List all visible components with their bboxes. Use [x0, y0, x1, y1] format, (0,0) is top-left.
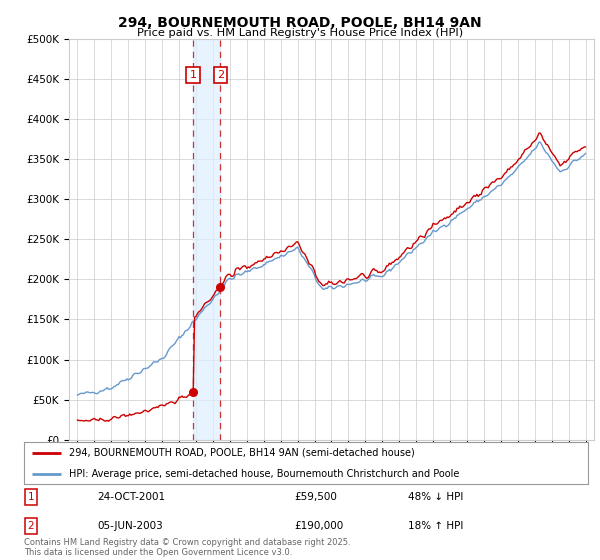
- Text: 48% ↓ HPI: 48% ↓ HPI: [407, 492, 463, 502]
- Text: Contains HM Land Registry data © Crown copyright and database right 2025.
This d: Contains HM Land Registry data © Crown c…: [24, 538, 350, 557]
- Text: 2: 2: [28, 521, 34, 531]
- Text: £190,000: £190,000: [295, 521, 344, 531]
- Text: HPI: Average price, semi-detached house, Bournemouth Christchurch and Poole: HPI: Average price, semi-detached house,…: [69, 469, 460, 479]
- Text: 24-OCT-2001: 24-OCT-2001: [97, 492, 166, 502]
- Text: 294, BOURNEMOUTH ROAD, POOLE, BH14 9AN: 294, BOURNEMOUTH ROAD, POOLE, BH14 9AN: [118, 16, 482, 30]
- Text: 294, BOURNEMOUTH ROAD, POOLE, BH14 9AN (semi-detached house): 294, BOURNEMOUTH ROAD, POOLE, BH14 9AN (…: [69, 448, 415, 458]
- Text: £59,500: £59,500: [295, 492, 338, 502]
- Text: 1: 1: [190, 70, 196, 80]
- Text: 05-JUN-2003: 05-JUN-2003: [97, 521, 163, 531]
- Text: 2: 2: [217, 70, 224, 80]
- Text: Price paid vs. HM Land Registry's House Price Index (HPI): Price paid vs. HM Land Registry's House …: [137, 28, 463, 38]
- Bar: [193, 39, 220, 440]
- Text: 1: 1: [28, 492, 34, 502]
- Text: 18% ↑ HPI: 18% ↑ HPI: [407, 521, 463, 531]
